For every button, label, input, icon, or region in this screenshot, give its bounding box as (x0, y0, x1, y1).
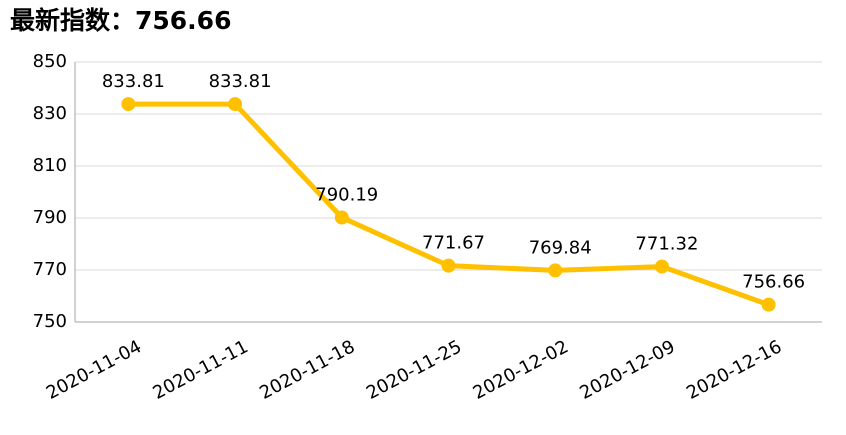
point (548, 263, 563, 278)
point (654, 259, 669, 274)
x-tick-label: 2020-12-02 (470, 336, 572, 404)
point (334, 210, 349, 225)
point (228, 97, 243, 112)
x-tick-label: 2020-12-16 (683, 336, 785, 404)
point (441, 258, 456, 273)
point (121, 97, 136, 112)
y-tick-label: 770 (33, 259, 67, 280)
data-label: 790.19 (315, 185, 378, 206)
y-tick-label: 790 (33, 207, 67, 228)
y-tick-label: 830 (33, 103, 67, 124)
data-label: 756.66 (742, 272, 805, 293)
point (761, 297, 776, 312)
chart-title: 最新指数：756.66 (10, 6, 231, 35)
data-label: 771.32 (635, 234, 698, 255)
data-label: 833.81 (209, 71, 272, 92)
y-tick-label: 850 (33, 51, 67, 72)
x-tick-label: 2020-11-25 (363, 336, 465, 404)
data-label: 769.84 (529, 237, 592, 258)
y-tick-label: 750 (33, 311, 67, 332)
y-tick-label: 810 (33, 155, 67, 176)
x-tick-label: 2020-11-11 (150, 336, 252, 404)
data-label: 833.81 (102, 71, 165, 92)
line (128, 101, 770, 308)
x-tick-label: 2020-11-18 (256, 336, 358, 404)
data-label: 771.67 (422, 233, 485, 254)
x-tick-label: 2020-12-09 (576, 336, 678, 404)
x-tick-label: 2020-11-04 (43, 336, 145, 404)
